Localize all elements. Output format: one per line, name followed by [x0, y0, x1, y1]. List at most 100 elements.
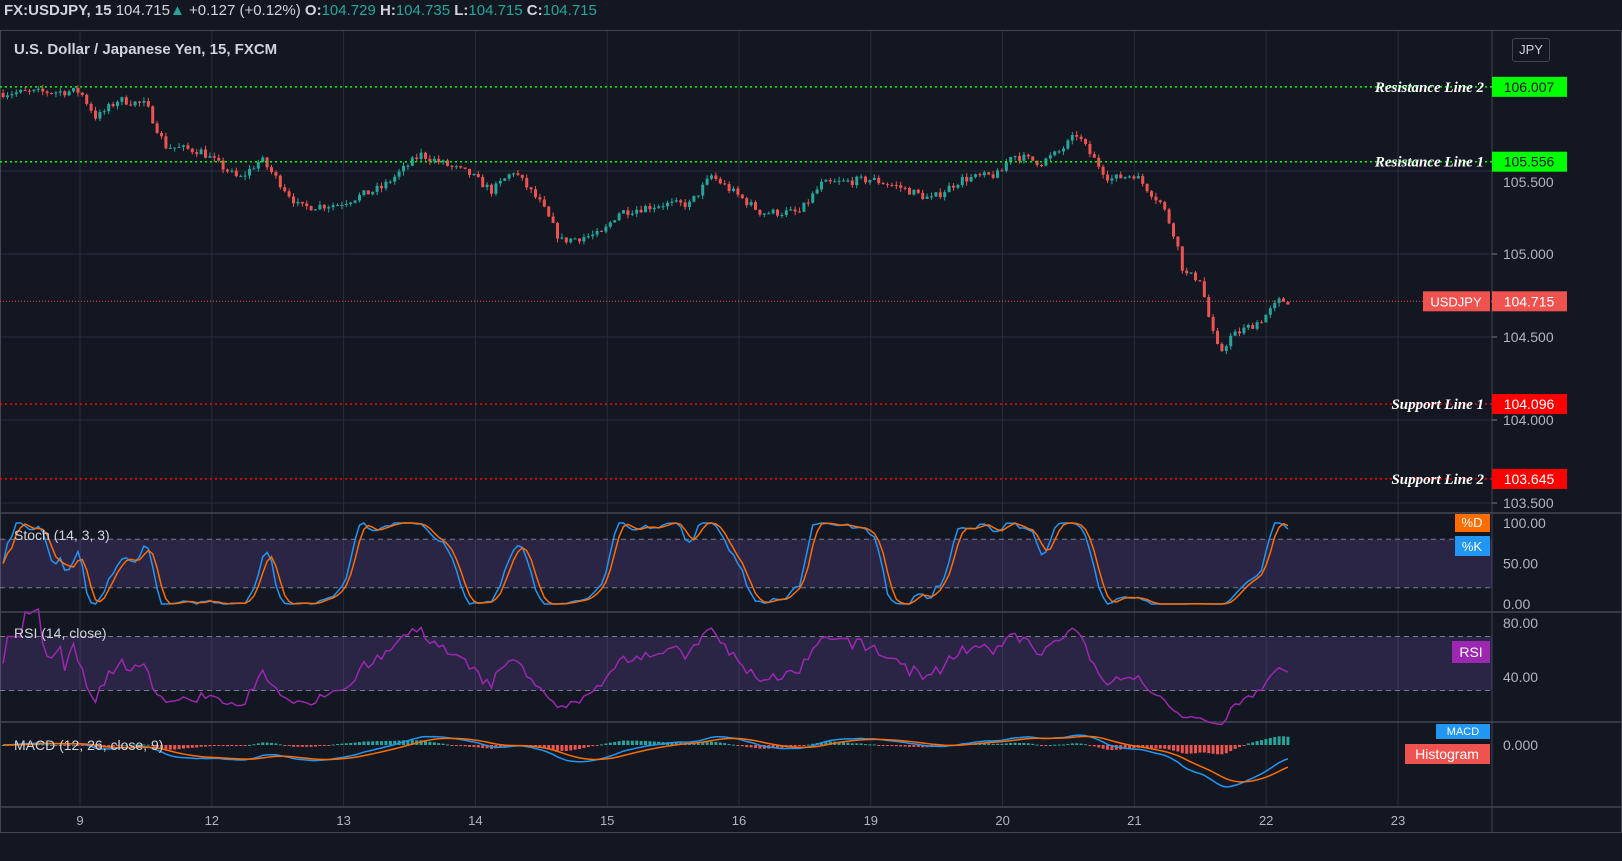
macd-histogram-bar — [754, 745, 758, 749]
candle-body — [1097, 157, 1101, 167]
level-label: Support Line 1 — [1391, 397, 1484, 413]
macd-histogram-bar — [349, 742, 353, 745]
candle-body — [855, 176, 859, 186]
stoch-k-tag — [1455, 536, 1490, 556]
macd-histogram-bar — [402, 740, 406, 745]
macd-histogram-bar — [358, 742, 362, 745]
macd-histogram-bar — [120, 745, 124, 746]
currency-button[interactable]: JPY — [1512, 38, 1550, 62]
candle-body — [1123, 176, 1127, 179]
macd-histogram-bar — [1207, 745, 1211, 754]
candle-body — [116, 101, 120, 107]
macd-histogram-bar — [1000, 743, 1004, 745]
candle-body — [1172, 223, 1176, 237]
candle-body — [815, 189, 819, 194]
candle-body — [740, 194, 744, 199]
macd-legend[interactable]: MACD (12, 26, close, 9) — [14, 737, 164, 753]
macd-histogram-bar — [740, 745, 744, 747]
symbol-name[interactable]: FX:USDJPY, 15 — [4, 2, 112, 19]
stoch-k-tag-text: %K — [1462, 539, 1483, 554]
rsi-legend[interactable]: RSI (14, close) — [14, 625, 107, 641]
candle-body — [586, 236, 590, 238]
candle-body — [630, 213, 634, 215]
macd-histogram-bar — [212, 745, 216, 746]
macd-histogram-bar — [648, 741, 652, 745]
macd-histogram-bar — [639, 740, 643, 745]
candle-body — [670, 201, 674, 203]
macd-histogram-bar — [327, 745, 331, 746]
candle-body — [881, 183, 885, 185]
macd-histogram-bar — [155, 745, 159, 748]
candle-body — [190, 148, 194, 153]
last-price-tag — [1492, 291, 1567, 312]
candle-body — [168, 147, 172, 149]
macd-histogram-bar — [256, 743, 260, 745]
macd-histogram-bar — [454, 745, 458, 746]
macd-histogram-bar — [1, 745, 5, 746]
macd-tick-label: 0.000 — [1503, 737, 1538, 753]
candle-body — [604, 226, 608, 232]
candle-body — [212, 156, 216, 158]
candle-body — [1154, 196, 1158, 201]
candle-body — [72, 88, 76, 92]
macd-histogram-bar — [221, 745, 225, 747]
macd-histogram-bar — [595, 745, 599, 746]
macd-histogram-bar — [146, 744, 150, 746]
macd-histogram-bar — [41, 744, 45, 746]
time-tick-label: 22 — [1259, 813, 1273, 828]
stoch-legend[interactable]: Stoch (14, 3, 3) — [14, 527, 110, 543]
candle-body — [454, 166, 458, 168]
candle-body — [450, 165, 454, 167]
histogram-tag — [1405, 744, 1490, 764]
candle-body — [551, 216, 555, 223]
candle-body — [943, 192, 947, 198]
candle-body — [903, 187, 907, 189]
candle-body — [344, 203, 348, 206]
candle-body — [846, 180, 850, 182]
candle-body — [1251, 324, 1255, 329]
candle-body — [446, 160, 450, 166]
candle-body — [1145, 183, 1149, 192]
candle-body — [850, 180, 854, 186]
candle-body — [635, 209, 639, 214]
candle-body — [1282, 298, 1286, 302]
candle-body — [1238, 331, 1242, 334]
candle-body — [679, 200, 683, 203]
candle-body — [1106, 174, 1110, 181]
candle-body — [28, 90, 32, 92]
macd-histogram-bar — [921, 745, 925, 748]
macd-histogram-bar — [1163, 745, 1167, 749]
macd-histogram-bar — [217, 745, 221, 746]
macd-histogram-bar — [406, 740, 410, 745]
candle-body — [930, 196, 934, 198]
macd-histogram-bar — [1202, 745, 1206, 753]
rsi-tick-label: 40.00 — [1503, 669, 1538, 685]
candle-body — [1185, 270, 1189, 274]
macd-histogram-bar — [644, 740, 648, 745]
macd-histogram-bar — [393, 740, 397, 745]
candle-body — [234, 170, 238, 177]
candle-body — [626, 210, 630, 215]
candle-body — [622, 210, 626, 214]
macd-histogram-bar — [230, 745, 234, 747]
candle-body — [1260, 322, 1264, 324]
macd-histogram-bar — [1097, 745, 1101, 748]
candle-body — [969, 177, 973, 182]
candle-body — [353, 200, 357, 203]
candle-body — [613, 220, 617, 223]
macd-histogram-bar — [1216, 745, 1220, 755]
candle-body — [754, 202, 758, 210]
macd-histogram-bar — [578, 745, 582, 750]
candle-body — [199, 149, 203, 155]
macd-histogram-bar — [384, 740, 388, 745]
macd-histogram-bar — [168, 745, 172, 750]
price-tick-label: 105.000 — [1503, 246, 1554, 262]
candle-body — [727, 184, 731, 192]
macd-histogram-bar — [622, 740, 626, 745]
macd-histogram-bar — [899, 745, 903, 747]
candle-body — [1053, 151, 1057, 156]
candle-body — [226, 169, 230, 172]
candle-body — [512, 173, 516, 175]
rsi-tag — [1452, 641, 1490, 663]
